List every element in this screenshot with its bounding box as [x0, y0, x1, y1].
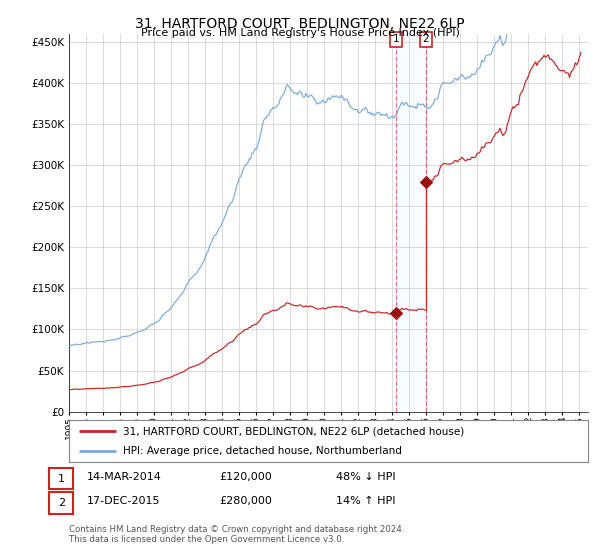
Text: 2: 2: [422, 34, 429, 44]
Text: £120,000: £120,000: [219, 472, 272, 482]
Text: £280,000: £280,000: [219, 496, 272, 506]
Text: 14-MAR-2014: 14-MAR-2014: [87, 472, 162, 482]
Text: 48% ↓ HPI: 48% ↓ HPI: [336, 472, 395, 482]
Text: Contains HM Land Registry data © Crown copyright and database right 2024.: Contains HM Land Registry data © Crown c…: [69, 525, 404, 534]
Point: [391, 309, 401, 318]
Text: 17-DEC-2015: 17-DEC-2015: [87, 496, 161, 506]
Text: 1: 1: [392, 34, 399, 44]
Text: 1: 1: [58, 474, 65, 484]
Text: This data is licensed under the Open Government Licence v3.0.: This data is licensed under the Open Gov…: [69, 535, 344, 544]
Point: [421, 177, 430, 186]
Text: 2: 2: [58, 498, 65, 508]
Text: 31, HARTFORD COURT, BEDLINGTON, NE22 6LP: 31, HARTFORD COURT, BEDLINGTON, NE22 6LP: [135, 17, 465, 31]
Text: HPI: Average price, detached house, Northumberland: HPI: Average price, detached house, Nort…: [124, 446, 403, 456]
Bar: [396, 34, 425, 412]
Text: 14% ↑ HPI: 14% ↑ HPI: [336, 496, 395, 506]
Text: Price paid vs. HM Land Registry's House Price Index (HPI): Price paid vs. HM Land Registry's House …: [140, 28, 460, 38]
Text: 31, HARTFORD COURT, BEDLINGTON, NE22 6LP (detached house): 31, HARTFORD COURT, BEDLINGTON, NE22 6LP…: [124, 426, 465, 436]
